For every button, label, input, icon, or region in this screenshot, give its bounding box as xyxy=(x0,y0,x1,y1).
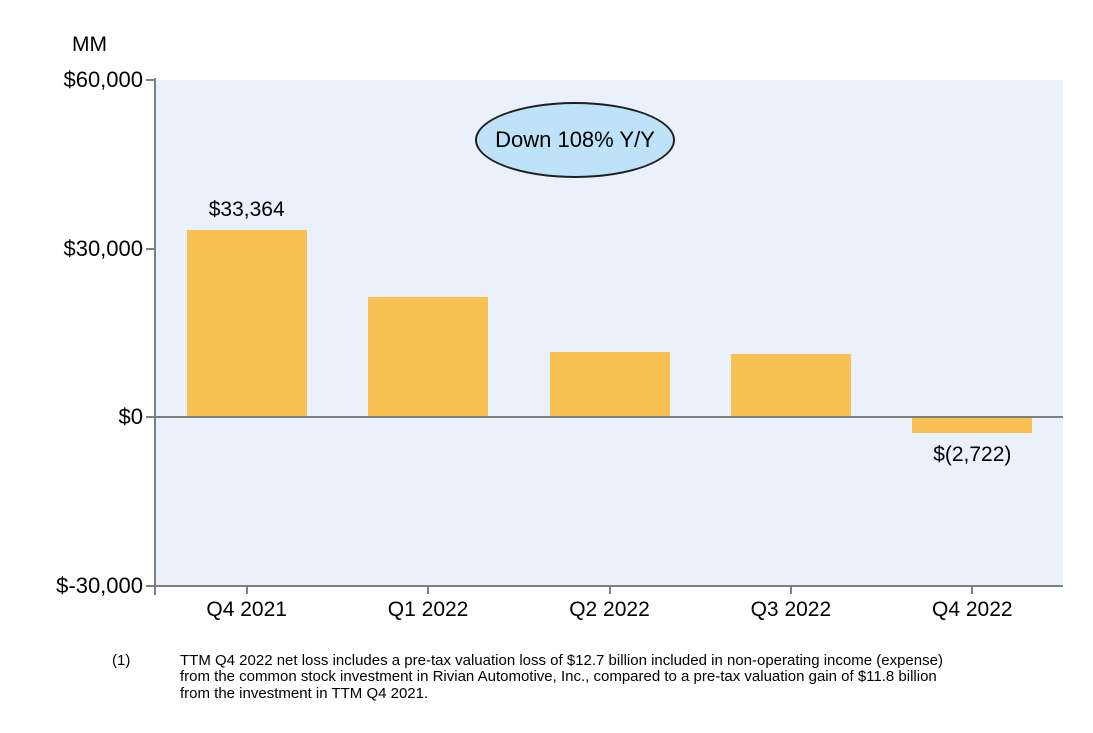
x-axis-label-q2-2022: Q2 2022 xyxy=(569,598,650,621)
x-axis-label-q4-2021: Q4 2021 xyxy=(206,598,287,621)
footnote-marker: (1) xyxy=(112,652,131,669)
x-axis-label-q4-2022: Q4 2022 xyxy=(932,598,1013,621)
footnote-text: TTM Q4 2022 net loss includes a pre-tax … xyxy=(180,652,1060,702)
footnote-line: TTM Q4 2022 net loss includes a pre-tax … xyxy=(180,652,943,669)
y-tick-mark--30000 xyxy=(146,585,154,587)
y-tick-label-0: $0 xyxy=(118,404,143,430)
x-axis-label-q3-2022: Q3 2022 xyxy=(750,598,832,621)
bar-value-label-q4-2021: $33,364 xyxy=(208,197,285,221)
y-tick-label--30000: $-30,000 xyxy=(56,573,143,598)
bar-q2-2022 xyxy=(549,352,670,418)
y-axis-line xyxy=(154,78,156,595)
bar-q1-2022 xyxy=(368,296,489,418)
x-tick-mark-q1-2022 xyxy=(427,586,430,594)
y-tick-label-30000: $30,000 xyxy=(63,235,143,261)
bar-value-label-q4-2022: $(2,722) xyxy=(933,442,1012,466)
footnote-line: from the investment in TTM Q4 2021. xyxy=(180,684,429,702)
x-tick-mark-q4-2022 xyxy=(971,586,974,594)
y-tick-mark-0 xyxy=(146,416,154,419)
x-tick-mark-q2-2022 xyxy=(608,586,611,594)
annotation-text: Down 108% Y/Y xyxy=(495,127,655,152)
y-axis-unit-label: MM xyxy=(72,33,107,56)
y-tick-mark-60000 xyxy=(146,79,154,81)
x-tick-mark-q3-2022 xyxy=(789,586,792,594)
x-tick-mark-q4-2021 xyxy=(245,586,248,594)
y-tick-label-60000: $60,000 xyxy=(63,67,143,92)
bar-q4-2022 xyxy=(912,417,1033,433)
x-axis-label-q1-2022: Q1 2022 xyxy=(387,598,469,621)
annotation-ellipse: Down 108% Y/Y xyxy=(475,102,675,178)
footnote-line: from the common stock investment in Rivi… xyxy=(180,668,937,686)
bar-q4-2021 xyxy=(186,229,307,418)
y-tick-mark-30000 xyxy=(146,247,154,250)
zero-line xyxy=(156,416,1063,419)
bar-q3-2022 xyxy=(730,353,851,418)
